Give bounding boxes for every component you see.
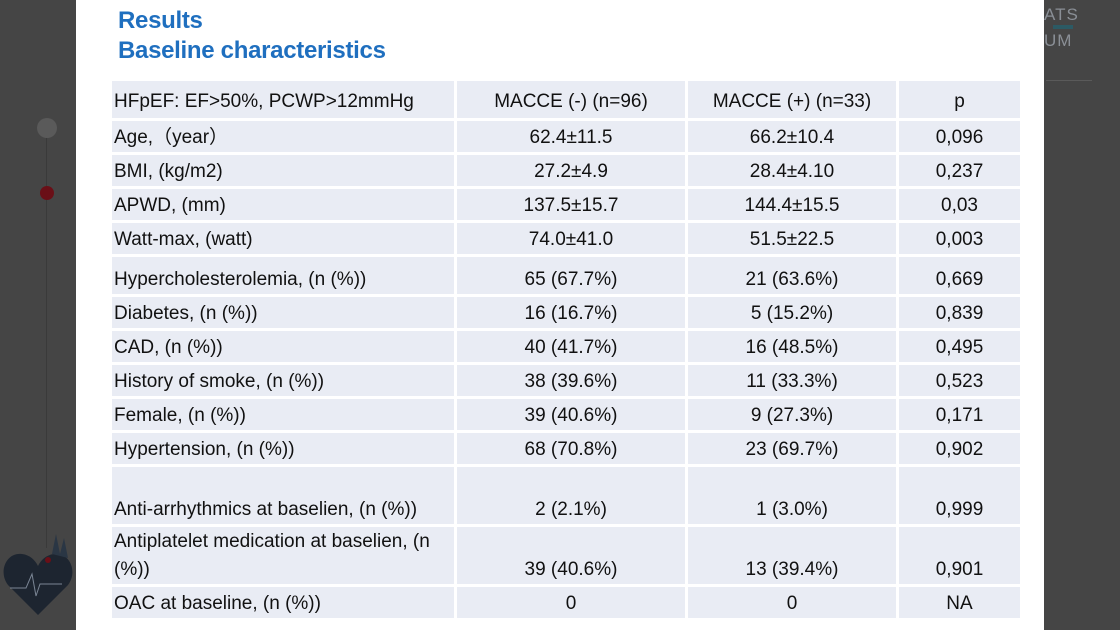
cell-macce-neg: 0 (457, 587, 685, 618)
table-row: Hypercholesterolemia, (n (%)) 65 (67.7%) 2… (112, 257, 1020, 294)
table-row: Watt-max, (watt) 74.0±41.0 51.5±22.5 0,003 (112, 223, 1020, 254)
logo-fragment: ATS UM (1044, 6, 1079, 49)
heart-illustration-icon (3, 534, 73, 615)
background-left-panel (0, 0, 76, 630)
cell-variable: Hypertension, (n (%)) (112, 433, 454, 464)
cell-variable: OAC at baseline, (n (%)) (112, 587, 454, 618)
cell-macce-pos: 21 (63.6%) (688, 257, 896, 294)
table-row: APWD, (mm) 137.5±15.7 144.4±15.5 0,03 (112, 189, 1020, 220)
cell-variable: Antiplatelet medication at baselien, (n … (112, 527, 454, 584)
cell-p-value: 0,003 (899, 223, 1020, 254)
title-results: Results (118, 7, 203, 34)
logo-text-bottom: UM (1044, 31, 1073, 50)
table-row: Age,（year） 62.4±11.5 66.2±10.4 0,096 (112, 121, 1020, 152)
cell-macce-neg: 16 (16.7%) (457, 297, 685, 328)
cell-variable: Hypercholesterolemia, (n (%)) (112, 257, 454, 294)
cell-p-value: 0,03 (899, 189, 1020, 220)
cell-variable: BMI, (kg/m2) (112, 155, 454, 186)
cell-variable: CAD, (n (%)) (112, 331, 454, 362)
cell-macce-neg: 39 (40.6%) (457, 399, 685, 430)
cell-p-value: NA (899, 587, 1020, 618)
table-row: Hypertension, (n (%)) 68 (70.8%) 23 (69.7%… (112, 433, 1020, 464)
cell-p-value: 0,096 (899, 121, 1020, 152)
cell-macce-neg: 38 (39.6%) (457, 365, 685, 396)
cell-p-value: 0,523 (899, 365, 1020, 396)
cell-macce-neg: 65 (67.7%) (457, 257, 685, 294)
cell-p-value: 0,237 (899, 155, 1020, 186)
cell-macce-neg: 137.5±15.7 (457, 189, 685, 220)
slide-title: Results Baseline characteristics (118, 6, 386, 66)
cell-macce-pos: 11 (33.3%) (688, 365, 896, 396)
cell-variable: Watt-max, (watt) (112, 223, 454, 254)
cell-macce-pos: 9 (27.3%) (688, 399, 896, 430)
cell-macce-pos: 144.4±15.5 (688, 189, 896, 220)
cell-macce-neg: 62.4±11.5 (457, 121, 685, 152)
cell-macce-pos: 1 (3.0%) (688, 467, 896, 524)
cell-p-value: 0,901 (899, 527, 1020, 584)
cell-p-value: 0,902 (899, 433, 1020, 464)
cell-macce-pos: 0 (688, 587, 896, 618)
table-row: Antiplatelet medication at baselien, (n … (112, 527, 1020, 584)
cell-macce-pos: 66.2±10.4 (688, 121, 896, 152)
header-p-value: p (899, 81, 1020, 118)
header-macce-pos: MACCE (+) (n=33) (688, 81, 896, 118)
cell-macce-neg: 74.0±41.0 (457, 223, 685, 254)
cell-macce-pos: 5 (15.2%) (688, 297, 896, 328)
cell-macce-neg: 68 (70.8%) (457, 433, 685, 464)
timeline-dot-gray (37, 118, 57, 138)
cell-macce-pos: 13 (39.4%) (688, 527, 896, 584)
table-row: OAC at baseline, (n (%)) 0 0 NA (112, 587, 1020, 618)
cell-macce-neg: 39 (40.6%) (457, 527, 685, 584)
table-row: BMI, (kg/m2) 27.2±4.9 28.4±4.10 0,237 (112, 155, 1020, 186)
title-baseline-characteristics: Baseline characteristics (118, 37, 386, 64)
cell-macce-neg: 27.2±4.9 (457, 155, 685, 186)
table-row: Diabetes, (n (%)) 16 (16.7%) 5 (15.2%) 0,83… (112, 297, 1020, 328)
cell-variable: Diabetes, (n (%)) (112, 297, 454, 328)
cell-macce-pos: 28.4±4.10 (688, 155, 896, 186)
cell-p-value: 0,669 (899, 257, 1020, 294)
cell-macce-pos: 16 (48.5%) (688, 331, 896, 362)
timeline-line (46, 128, 47, 548)
cell-variable: History of smoke, (n (%)) (112, 365, 454, 396)
cell-variable: APWD, (mm) (112, 189, 454, 220)
table-row: History of smoke, (n (%)) 38 (39.6%) 11 (3… (112, 365, 1020, 396)
table-row: Female, (n (%)) 39 (40.6%) 9 (27.3%) 0,171 (112, 399, 1020, 430)
header-variable: HFpEF: EF>50%, PCWP>12mmHg (112, 81, 454, 118)
cell-p-value: 0,999 (899, 467, 1020, 524)
logo-text-top: ATS (1044, 5, 1079, 24)
cell-macce-pos: 51.5±22.5 (688, 223, 896, 254)
slide: Results Baseline characteristics HFpEF: … (76, 0, 1044, 630)
timeline-dot-red (40, 186, 54, 200)
cell-macce-neg: 40 (41.7%) (457, 331, 685, 362)
table-row: Anti-arrhythmics at baselien, (n (%)) 2 (… (112, 467, 1020, 524)
cell-p-value: 0,171 (899, 399, 1020, 430)
cell-p-value: 0,839 (899, 297, 1020, 328)
baseline-table: HFpEF: EF>50%, PCWP>12mmHg MACCE (-) (n=9… (109, 78, 1023, 621)
table-header: HFpEF: EF>50%, PCWP>12mmHg MACCE (-) (n=9… (112, 81, 1020, 118)
cell-p-value: 0,495 (899, 331, 1020, 362)
cell-variable: Anti-arrhythmics at baselien, (n (%)) (112, 467, 454, 524)
header-macce-neg: MACCE (-) (n=96) (457, 81, 685, 118)
cell-variable: Age,（year） (112, 121, 454, 152)
table-row: CAD, (n (%)) 40 (41.7%) 16 (48.5%) 0,495 (112, 331, 1020, 362)
background-divider (1046, 80, 1092, 81)
cell-variable: Female, (n (%)) (112, 399, 454, 430)
logo-subline (1044, 23, 1079, 32)
cell-macce-pos: 23 (69.7%) (688, 433, 896, 464)
cell-macce-neg: 2 (2.1%) (457, 467, 685, 524)
